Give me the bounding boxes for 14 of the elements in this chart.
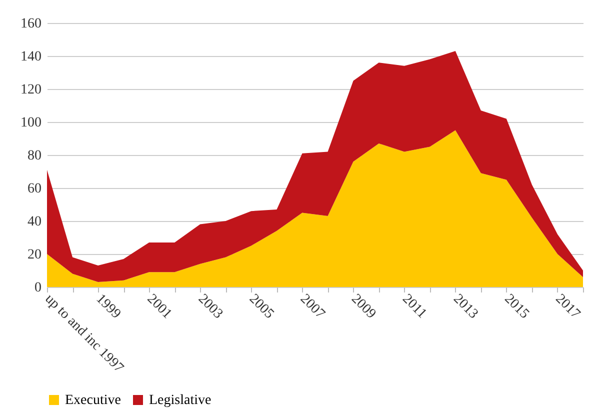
y-tick-label: 160 xyxy=(20,16,42,32)
x-tick-label: 2017 xyxy=(552,292,583,322)
legend-label: Legislative xyxy=(149,393,212,408)
y-tick-label: 20 xyxy=(28,248,42,262)
x-tick-label: 2007 xyxy=(297,292,328,322)
legend-label: Executive xyxy=(65,393,121,408)
y-tick-label: 80 xyxy=(28,148,42,164)
y-tick-label: 120 xyxy=(20,82,42,98)
y-tick-label: 60 xyxy=(28,182,42,196)
y-tick-label: 140 xyxy=(20,50,42,64)
y-tick-label: 100 xyxy=(20,116,42,130)
y-tick-label: 0 xyxy=(34,280,42,296)
y-tick-label: 40 xyxy=(28,214,42,230)
x-tick-label: 1999 xyxy=(92,292,124,322)
